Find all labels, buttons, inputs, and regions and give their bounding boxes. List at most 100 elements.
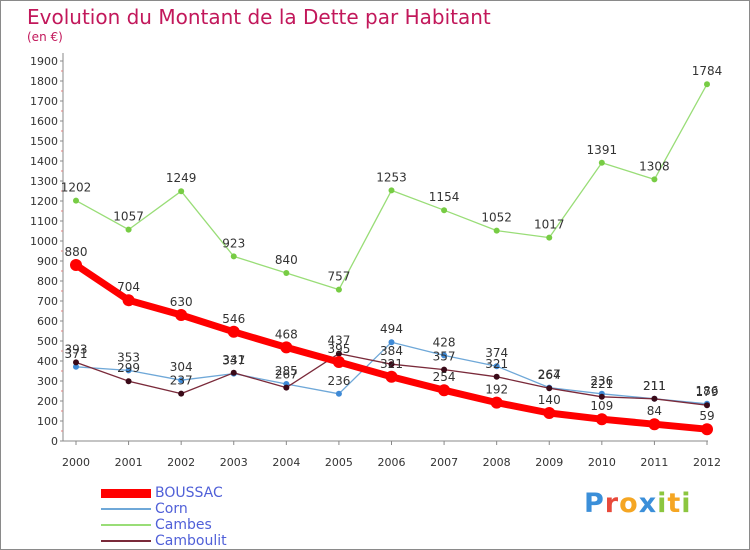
legend-label-camboulit: Camboulit [155,533,227,549]
data-label-corn: 494 [380,322,403,336]
data-label-cambes: 1017 [534,218,565,232]
y-tick-label: 200 [37,395,58,408]
data-label-camboulit: 264 [538,368,561,382]
data-point-camboulit [388,361,395,368]
data-label-camboulit: 384 [380,344,403,358]
data-label-cambes: 840 [275,253,298,267]
data-label-corn: 285 [275,364,298,378]
y-tick-label: 0 [51,435,58,448]
data-label-camboulit: 211 [643,379,666,393]
data-label-boussac: 321 [380,357,403,371]
data-label-cambes: 1784 [692,64,723,78]
data-label-cambes: 1253 [376,170,407,184]
data-point-corn [493,363,500,370]
data-point-camboulit [493,373,500,380]
data-point-camboulit [335,350,342,357]
data-label-boussac: 704 [117,280,140,294]
legend-label-corn: Corn [155,501,188,517]
data-label-boussac: 880 [65,245,88,259]
data-label-corn: 304 [170,360,193,374]
x-tick-label: 2002 [167,456,195,469]
data-point-camboulit [704,402,710,409]
data-point-corn [125,367,132,374]
data-point-cambes [73,197,79,204]
data-label-cambes: 923 [222,236,245,250]
legend-item-cambes: Cambes [101,517,227,533]
data-point-camboulit [441,366,448,373]
data-point-cambes [388,187,395,194]
y-tick-label: 1100 [30,215,58,228]
y-tick-label: 1400 [30,155,58,168]
data-label-camboulit: 321 [485,357,508,371]
y-tick-label: 1300 [30,175,58,188]
data-label-corn: 353 [117,350,140,364]
y-tick-label: 100 [37,415,58,428]
y-tick-label: 1900 [30,55,58,68]
data-label-cambes: 1052 [481,211,512,225]
y-tick-label: 500 [37,335,58,348]
x-tick-label: 2008 [483,456,511,469]
data-point-camboulit [546,385,553,392]
data-point-cambes [598,159,605,166]
data-label-camboulit: 393 [65,342,88,356]
logo-letter: i [657,488,668,519]
data-label-camboulit: 267 [275,368,298,382]
data-point-cambes [441,207,448,214]
legend-label-cambes: Cambes [155,517,212,533]
data-label-corn: 186 [696,384,719,398]
data-point-cambes [493,227,500,234]
data-label-corn: 428 [433,335,456,349]
legend-swatch-camboulit [101,540,151,542]
data-point-camboulit [178,390,185,397]
data-label-corn: 236 [590,374,613,388]
y-tick-label: 1600 [30,115,58,128]
data-label-corn: 236 [327,374,350,388]
data-label-camboulit: 237 [170,374,193,388]
y-tick-label: 1500 [30,135,58,148]
data-point-camboulit [283,384,290,391]
data-point-camboulit [651,395,658,402]
data-label-boussac: 84 [647,404,662,418]
data-point-camboulit [230,369,237,376]
x-tick-label: 2011 [640,456,668,469]
data-point-camboulit [598,393,605,400]
x-tick-label: 2005 [325,456,353,469]
y-tick-label: 1200 [30,195,58,208]
data-point-cambes [125,226,132,233]
data-label-camboulit: 357 [433,350,456,364]
data-label-cambes: 757 [327,270,350,284]
data-point-corn [441,352,448,359]
legend-label-boussac: BOUSSAC [155,485,223,501]
legend-swatch-corn [101,508,151,510]
legend-item-boussac: BOUSSAC [101,485,227,501]
logo-letter: t [667,488,682,519]
y-tick-label: 1000 [30,235,58,248]
data-point-corn [178,377,185,384]
data-point-corn [73,363,79,370]
data-label-corn: 374 [485,346,508,360]
data-point-corn [388,339,395,346]
data-label-camboulit: 341 [222,353,245,367]
data-label-cambes: 1391 [587,143,618,157]
data-label-corn: 267 [538,368,561,382]
data-point-camboulit [73,359,79,366]
chart-title: Evolution du Montant de la Dette par Hab… [27,5,491,29]
data-label-corn: 337 [222,354,245,368]
y-tick-label: 900 [37,255,58,268]
data-point-boussac [332,356,345,368]
data-label-cambes: 1154 [429,190,460,204]
x-tick-label: 2009 [535,456,563,469]
y-tick-label: 300 [37,375,58,388]
y-tick-label: 600 [37,315,58,328]
data-point-boussac [543,407,556,419]
data-point-boussac [595,413,608,426]
logo-letter: P [584,488,605,519]
data-point-boussac [70,259,82,271]
logo-letter: x [638,488,658,519]
data-label-camboulit: 179 [696,385,719,399]
data-point-cambes [546,234,553,241]
data-point-corn [335,390,342,397]
y-tick-label: 400 [37,355,58,368]
